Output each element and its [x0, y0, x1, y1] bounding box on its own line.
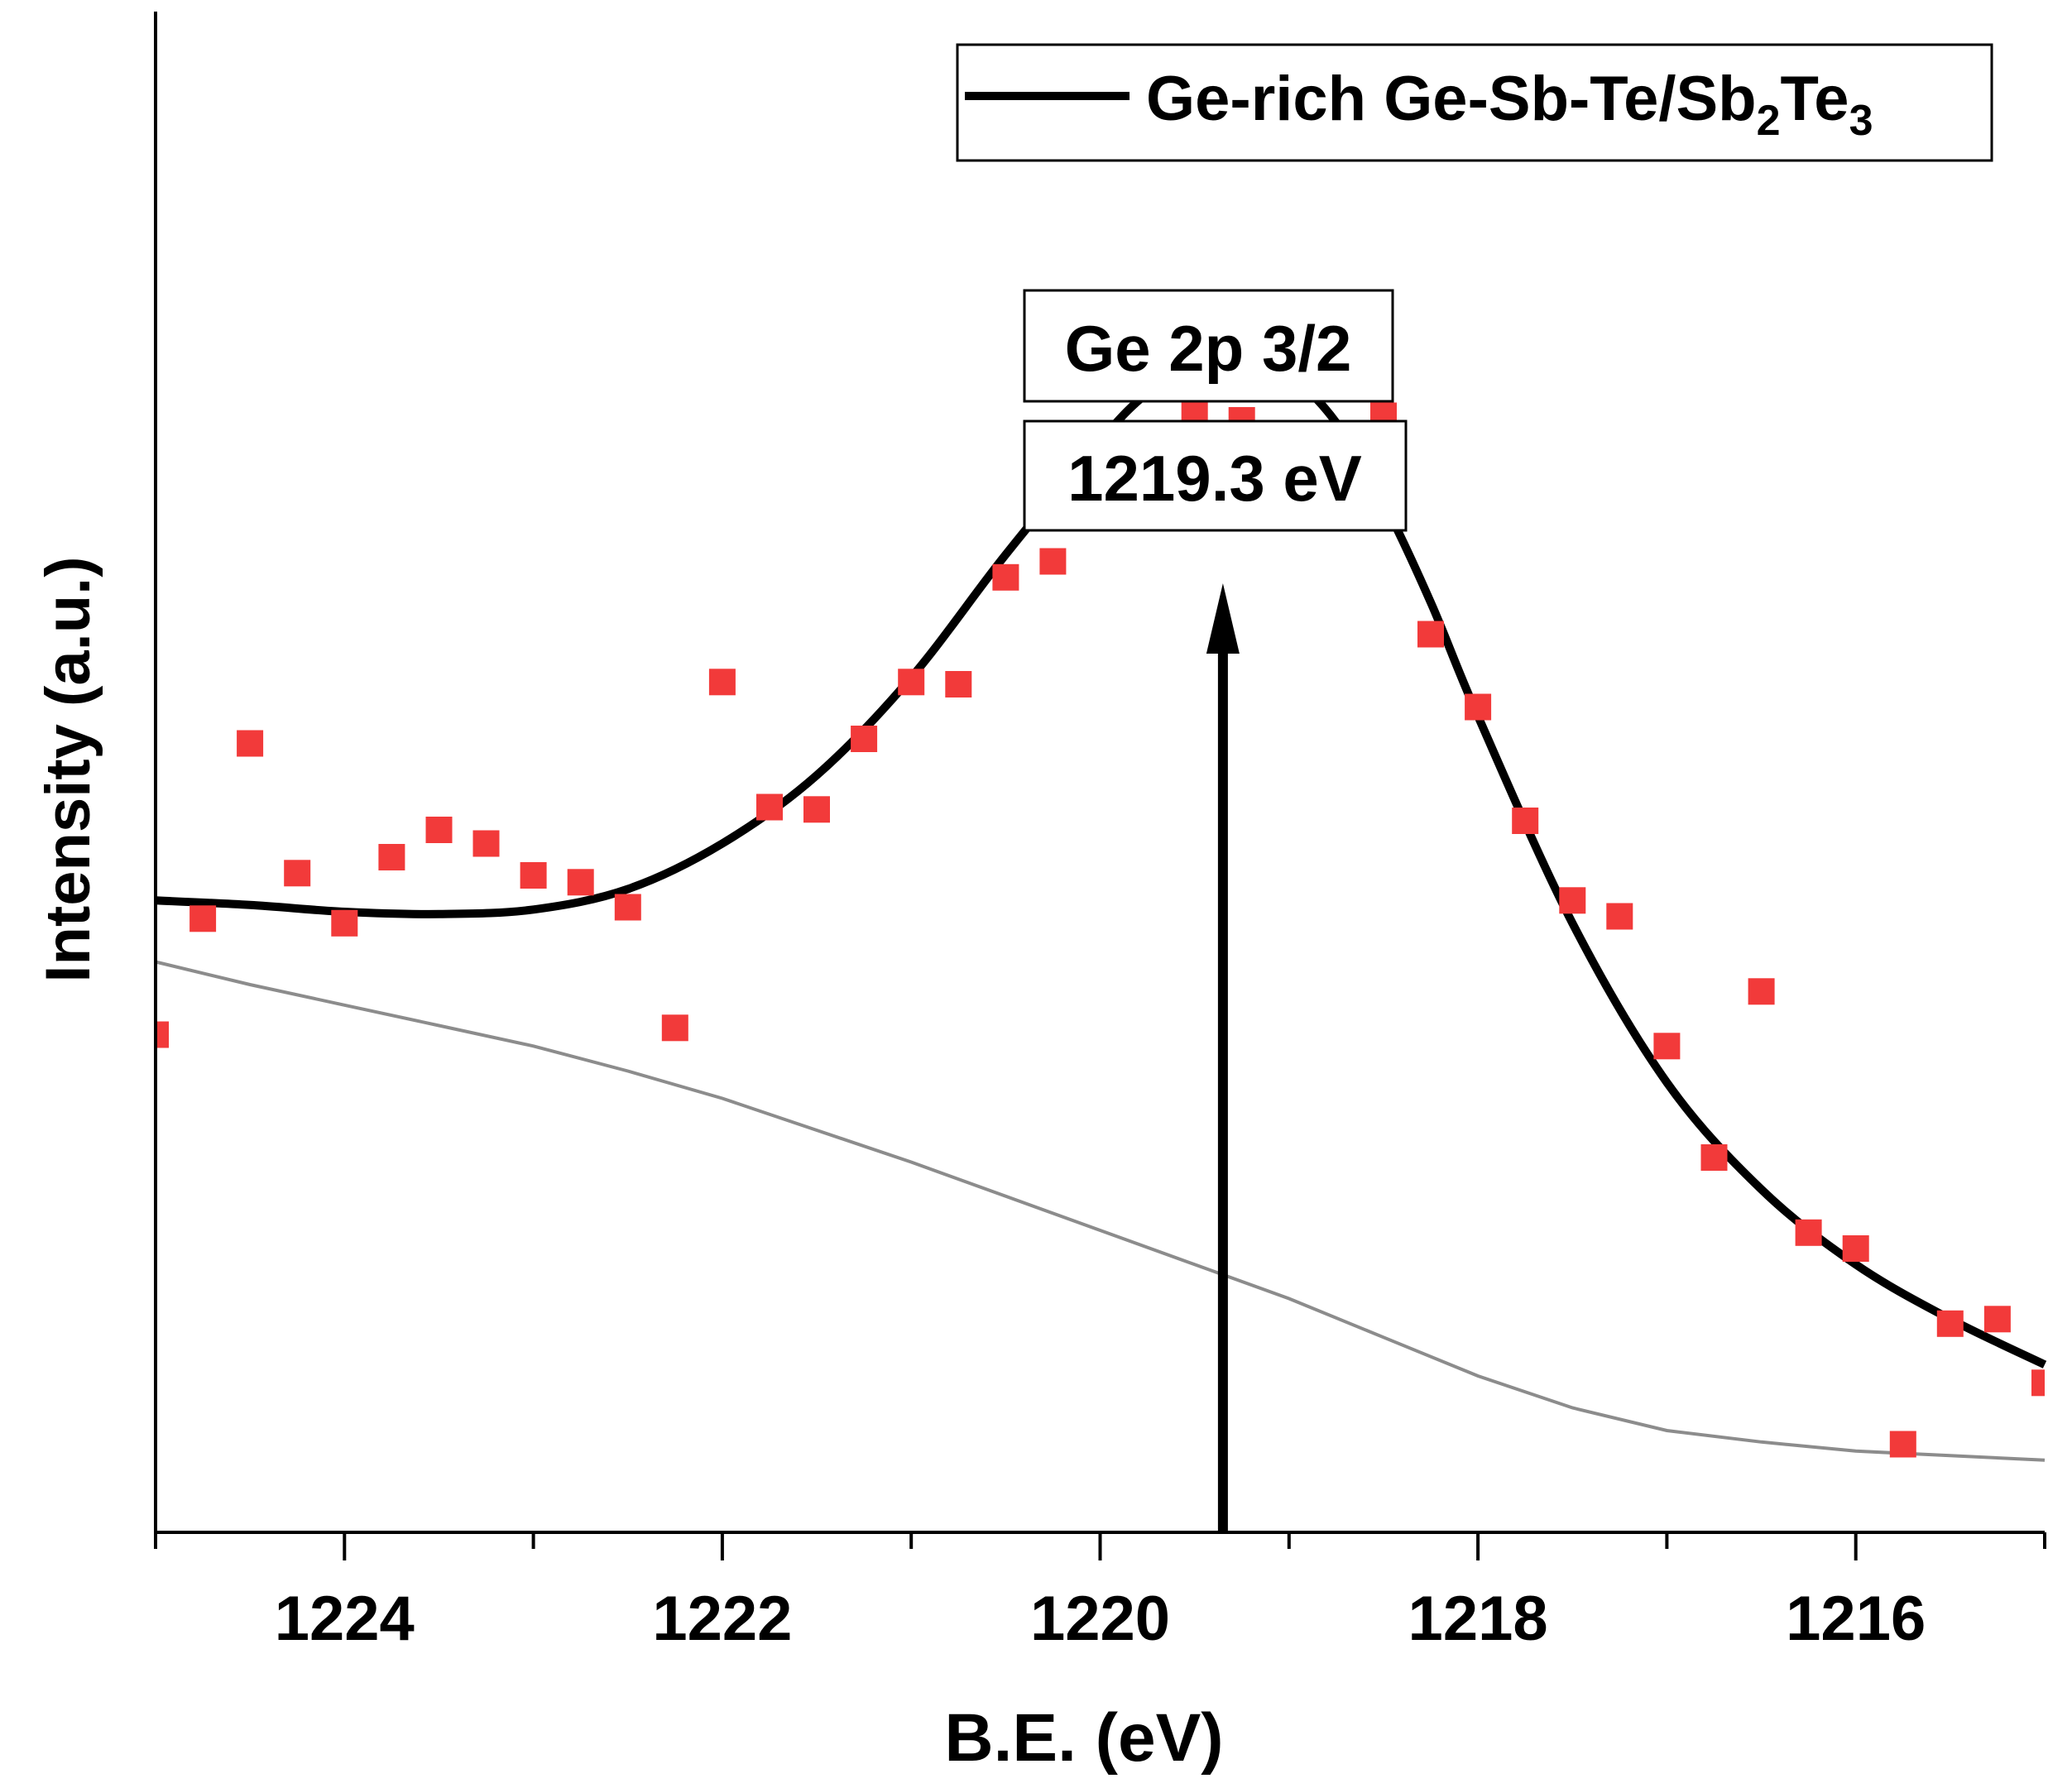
data-point: [756, 793, 783, 821]
data-point: [661, 1014, 688, 1042]
data-point: [237, 730, 264, 757]
arrow-head: [1206, 583, 1240, 654]
background-line: [155, 960, 2046, 1462]
data-point: [898, 669, 925, 696]
data-point: [1653, 1033, 1681, 1060]
x-axis-label: B.E. (eV): [944, 1700, 1223, 1776]
data-point: [1983, 1306, 2011, 1333]
data-point: [851, 726, 878, 752]
peak-arrow: [1206, 583, 1240, 1531]
data-point: [2031, 1369, 2045, 1397]
data-point: [945, 671, 972, 697]
data-point: [1465, 693, 1492, 721]
peak-name-box: [1023, 289, 1394, 403]
legend-label-mid: Te: [1781, 64, 1849, 134]
data-point: [189, 905, 217, 932]
data-point: [331, 909, 358, 937]
data-point: [803, 796, 830, 823]
x-tick-label: 1222: [652, 1584, 792, 1654]
data-point: [284, 860, 311, 887]
peak-energy-box: [1023, 419, 1408, 532]
peak-energy-annotation: 1219.3 eV: [1023, 419, 1408, 532]
x-tick-label: 1224: [275, 1584, 415, 1654]
data-point: [378, 844, 405, 870]
legend-label-main: Ge-rich Ge-Sb-Te/Sb: [1146, 64, 1757, 134]
data-point: [1039, 548, 1067, 575]
data-point: [1559, 887, 1586, 914]
peak-name-text: Ge 2p 3/2: [1065, 312, 1352, 385]
data-point: [1700, 1144, 1728, 1171]
data-point: [567, 869, 594, 896]
legend-label-sub1: 2: [1757, 97, 1781, 145]
x-tick-label: 1220: [1030, 1584, 1170, 1654]
data-point: [156, 1021, 169, 1048]
x-ticks: 1224 1222 1220 1218 1216: [154, 1532, 2046, 1654]
legend-label-sub2: 3: [1849, 97, 1873, 145]
data-point: [1936, 1310, 1964, 1337]
data-point: [1512, 808, 1539, 834]
data-point: [520, 862, 547, 889]
legend: Ge-rich Ge-Sb-Te/Sb2Te3: [956, 43, 1993, 162]
x-tick-label: 1218: [1408, 1584, 1548, 1654]
data-point: [1889, 1431, 1916, 1458]
data-point: [1606, 903, 1633, 930]
x-tick-label: 1216: [1786, 1584, 1926, 1654]
data-point: [1842, 1235, 1869, 1262]
legend-box: [956, 43, 1993, 162]
data-point: [1748, 978, 1775, 1005]
data-point: [992, 563, 1019, 591]
data-point: [614, 894, 641, 921]
peak-name-annotation: Ge 2p 3/2: [1023, 289, 1394, 403]
data-point: [708, 669, 736, 696]
data-point: [1417, 621, 1444, 648]
peak-energy-text: 1219.3 eV: [1067, 442, 1362, 515]
data-point: [1795, 1219, 1822, 1246]
legend-label: Ge-rich Ge-Sb-Te/Sb2Te3: [1146, 64, 1873, 145]
data-point: [425, 817, 453, 843]
y-axis-label: Intensity (a.u.): [33, 556, 103, 982]
data-point: [472, 830, 500, 857]
